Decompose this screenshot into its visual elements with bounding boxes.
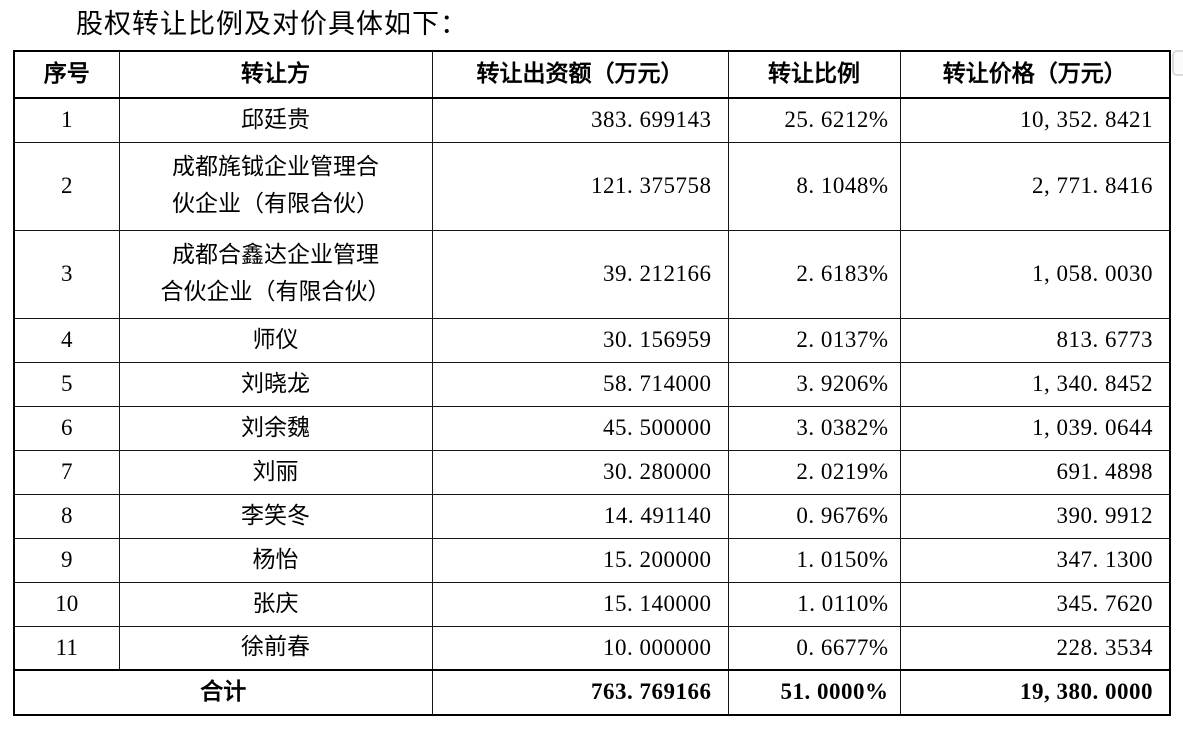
cell-price: 10, 352. 8421 [899,97,1171,143]
cell-transferor: 刘余魏 [118,405,433,451]
table-row: 6 刘余魏 45. 500000 3. 0382% 1, 039. 0644 [13,405,1171,451]
cell-index: 1 [13,97,120,143]
cell-transferor: 李笑冬 [118,493,433,539]
page-title: 股权转让比例及对价具体如下： [76,9,468,39]
cell-price: 691. 4898 [899,449,1171,495]
cell-price: 1, 340. 8452 [899,361,1171,407]
cell-ratio: 2. 0219% [727,449,901,495]
cell-ratio: 1. 0110% [727,581,901,627]
cell-index: 11 [13,625,120,671]
cell-amount: 45. 500000 [431,405,729,451]
cell-amount: 14. 491140 [431,493,729,539]
cell-ratio: 2. 0137% [727,317,901,363]
cell-amount: 30. 280000 [431,449,729,495]
cell-transferor: 师仪 [118,317,433,363]
cell-amount: 383. 699143 [431,97,729,143]
cell-amount: 121. 375758 [431,141,729,231]
cell-total-amount: 763. 769166 [431,669,729,716]
table-row: 11 徐前春 10. 000000 0. 6677% 228. 3534 [13,625,1171,671]
cell-amount: 10. 000000 [431,625,729,671]
col-header-amount: 转让出资额（万元） [431,50,729,99]
cell-index: 5 [13,361,120,407]
cell-amount: 15. 140000 [431,581,729,627]
cell-transferor: 刘晓龙 [118,361,433,407]
cell-price: 1, 039. 0644 [899,405,1171,451]
cell-total-label: 合计 [13,669,433,716]
table-row: 5 刘晓龙 58. 714000 3. 9206% 1, 340. 8452 [13,361,1171,407]
cell-transferor: 杨怡 [118,537,433,583]
cell-transferor: 徐前春 [118,625,433,671]
cell-index: 10 [13,581,120,627]
cell-ratio: 3. 9206% [727,361,901,407]
cell-price: 345. 7620 [899,581,1171,627]
cell-index: 6 [13,405,120,451]
cell-ratio: 3. 0382% [727,405,901,451]
cell-index: 9 [13,537,120,583]
cell-ratio: 25. 6212% [727,97,901,143]
cell-price: 2, 771. 8416 [899,141,1171,231]
cell-total-price: 19, 380. 0000 [899,669,1171,716]
scrollbar-thumb[interactable] [1172,50,1183,76]
col-header-ratio: 转让比例 [727,50,901,99]
table-row: 3 成都合鑫达企业管理 合伙企业（有限合伙） 39. 212166 2. 618… [13,229,1171,319]
cell-transferor: 成都旄钺企业管理合 伙企业（有限合伙） [118,141,433,231]
equity-transfer-table: 序号 转让方 转让出资额（万元） 转让比例 转让价格（万元） 1 邱廷贵 383… [13,50,1171,716]
cell-ratio: 2. 6183% [727,229,901,319]
cell-price: 1, 058. 0030 [899,229,1171,319]
cell-price: 813. 6773 [899,317,1171,363]
cell-total-ratio: 51. 0000% [727,669,901,716]
cell-amount: 15. 200000 [431,537,729,583]
cell-amount: 58. 714000 [431,361,729,407]
table-row: 9 杨怡 15. 200000 1. 0150% 347. 1300 [13,537,1171,583]
cell-transferor: 成都合鑫达企业管理 合伙企业（有限合伙） [118,229,433,319]
cell-index: 4 [13,317,120,363]
cell-ratio: 1. 0150% [727,537,901,583]
cell-amount: 39. 212166 [431,229,729,319]
table-row: 1 邱廷贵 383. 699143 25. 6212% 10, 352. 842… [13,97,1171,143]
cell-transferor: 刘丽 [118,449,433,495]
cell-ratio: 8. 1048% [727,141,901,231]
col-header-transferor: 转让方 [118,50,433,99]
table-row: 8 李笑冬 14. 491140 0. 9676% 390. 9912 [13,493,1171,539]
cell-amount: 30. 156959 [431,317,729,363]
table-total-row: 合计 763. 769166 51. 0000% 19, 380. 0000 [13,669,1171,716]
cell-ratio: 0. 6677% [727,625,901,671]
cell-index: 7 [13,449,120,495]
col-header-index: 序号 [13,50,120,99]
table-header-row: 序号 转让方 转让出资额（万元） 转让比例 转让价格（万元） [13,50,1171,99]
cell-price: 347. 1300 [899,537,1171,583]
cell-price: 228. 3534 [899,625,1171,671]
table-row: 4 师仪 30. 156959 2. 0137% 813. 6773 [13,317,1171,363]
table-row: 7 刘丽 30. 280000 2. 0219% 691. 4898 [13,449,1171,495]
cell-price: 390. 9912 [899,493,1171,539]
cell-ratio: 0. 9676% [727,493,901,539]
cell-transferor: 邱廷贵 [118,97,433,143]
cell-index: 3 [13,229,120,319]
cell-transferor: 张庆 [118,581,433,627]
table-row: 2 成都旄钺企业管理合 伙企业（有限合伙） 121. 375758 8. 104… [13,141,1171,231]
col-header-price: 转让价格（万元） [899,50,1171,99]
cell-index: 2 [13,141,120,231]
cell-index: 8 [13,493,120,539]
table-row: 10 张庆 15. 140000 1. 0110% 345. 7620 [13,581,1171,627]
